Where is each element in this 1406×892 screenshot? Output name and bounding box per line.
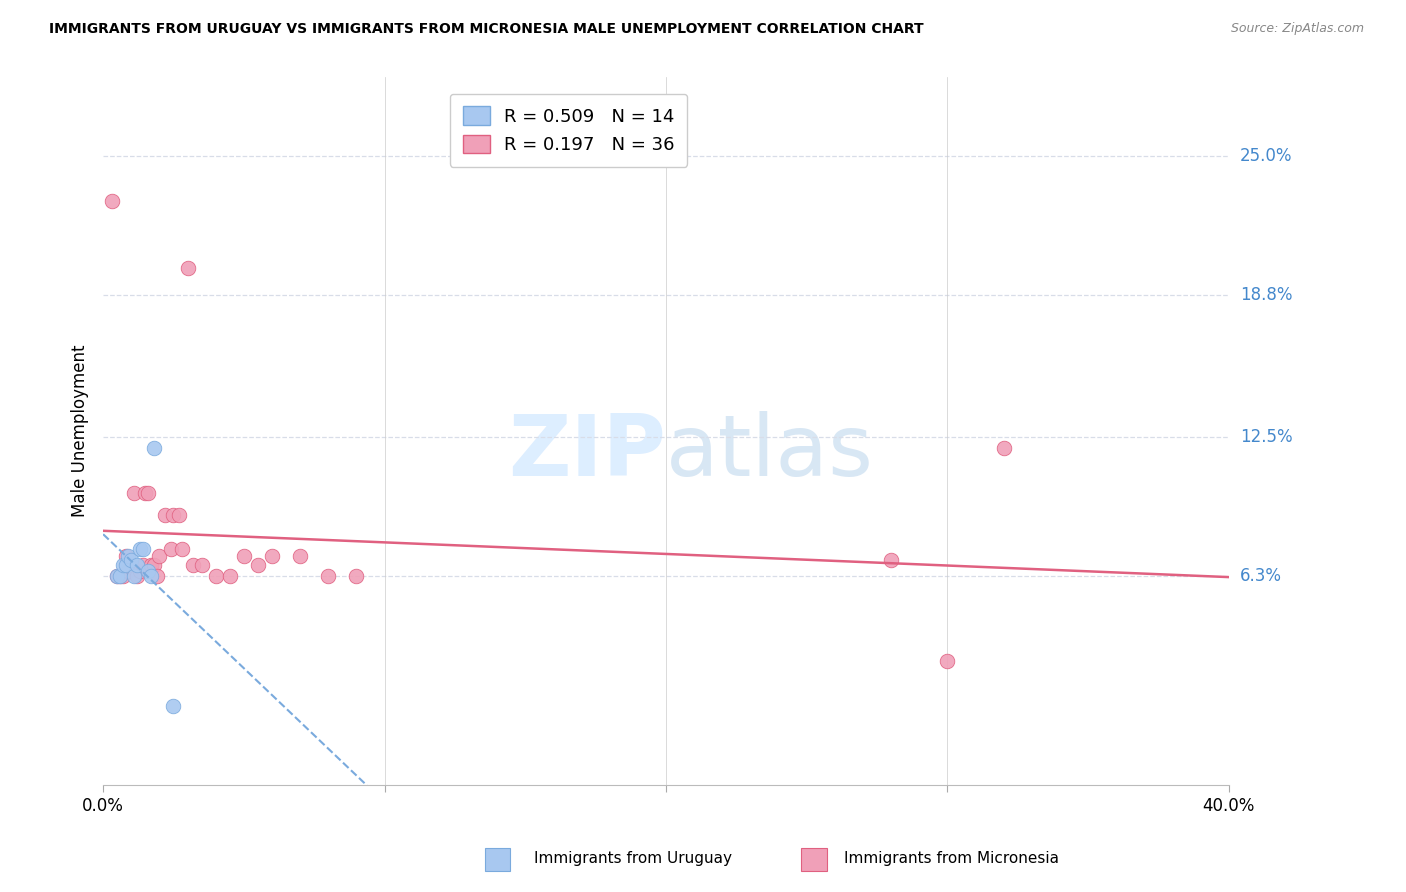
Point xyxy=(108,569,131,583)
Point xyxy=(880,553,903,567)
Point xyxy=(139,558,162,572)
Point xyxy=(114,558,136,572)
Point xyxy=(108,569,131,583)
Point xyxy=(344,569,367,583)
Point xyxy=(125,558,148,572)
Point xyxy=(120,553,142,567)
Point xyxy=(131,541,153,556)
Point xyxy=(117,565,139,579)
Text: 6.3%: 6.3% xyxy=(1240,567,1282,585)
Legend: R = 0.509   N = 14, R = 0.197   N = 36: R = 0.509 N = 14, R = 0.197 N = 36 xyxy=(450,94,688,167)
Point xyxy=(316,569,339,583)
Point xyxy=(246,558,269,572)
Point xyxy=(159,541,181,556)
Text: 12.5%: 12.5% xyxy=(1240,427,1292,446)
Point xyxy=(105,569,128,583)
Text: Source: ZipAtlas.com: Source: ZipAtlas.com xyxy=(1230,22,1364,36)
Point xyxy=(122,569,145,583)
Point xyxy=(260,549,283,563)
Point xyxy=(176,261,198,276)
Point xyxy=(167,508,190,523)
Point xyxy=(288,549,311,563)
Point xyxy=(142,441,165,455)
Text: ZIP: ZIP xyxy=(508,411,666,494)
Point xyxy=(128,565,150,579)
Point xyxy=(120,558,142,572)
Y-axis label: Male Unemployment: Male Unemployment xyxy=(72,345,89,517)
Text: IMMIGRANTS FROM URUGUAY VS IMMIGRANTS FROM MICRONESIA MALE UNEMPLOYMENT CORRELAT: IMMIGRANTS FROM URUGUAY VS IMMIGRANTS FR… xyxy=(49,22,924,37)
Point xyxy=(128,541,150,556)
Point xyxy=(105,569,128,583)
Point xyxy=(117,549,139,563)
Point xyxy=(139,569,162,583)
Point xyxy=(131,558,153,572)
Text: Immigrants from Uruguay: Immigrants from Uruguay xyxy=(534,851,733,865)
Point xyxy=(142,558,165,572)
Point xyxy=(153,508,176,523)
Point xyxy=(162,699,184,714)
Point xyxy=(162,508,184,523)
Point xyxy=(125,569,148,583)
Text: atlas: atlas xyxy=(666,411,875,494)
Point xyxy=(170,541,193,556)
Point xyxy=(114,549,136,563)
Point xyxy=(181,558,204,572)
Point xyxy=(218,569,240,583)
Point xyxy=(190,558,212,572)
Point xyxy=(111,558,134,572)
Point xyxy=(111,569,134,583)
Point xyxy=(122,486,145,500)
Point xyxy=(136,565,159,579)
Point xyxy=(100,194,122,208)
Point xyxy=(993,441,1015,455)
Point xyxy=(134,486,156,500)
Point xyxy=(148,549,170,563)
Point xyxy=(936,654,959,668)
Text: Immigrants from Micronesia: Immigrants from Micronesia xyxy=(844,851,1059,865)
Text: 18.8%: 18.8% xyxy=(1240,286,1292,304)
Point xyxy=(232,549,254,563)
Point xyxy=(136,486,159,500)
Text: 25.0%: 25.0% xyxy=(1240,147,1292,165)
Point xyxy=(145,569,167,583)
Point xyxy=(204,569,226,583)
